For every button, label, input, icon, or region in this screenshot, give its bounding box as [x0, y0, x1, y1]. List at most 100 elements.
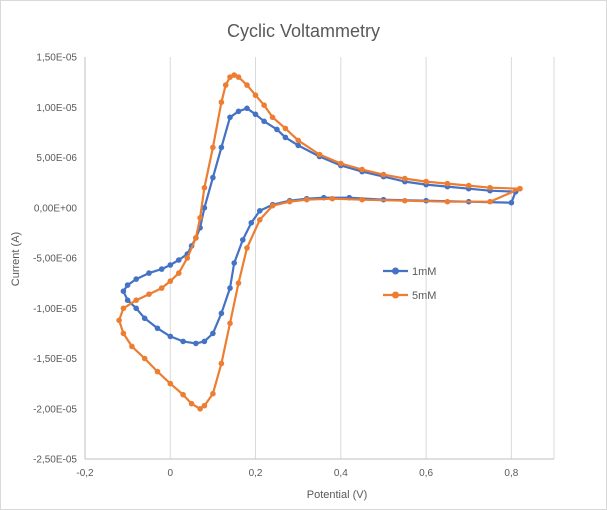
data-point — [210, 174, 216, 181]
legend: 1mM 5mM — [383, 266, 436, 302]
data-point — [257, 217, 263, 223]
data-point — [274, 126, 280, 133]
data-point — [282, 134, 289, 141]
data-point — [146, 270, 152, 276]
y-tick-label: -2,00E-05 — [33, 404, 77, 415]
data-point — [244, 82, 250, 88]
x-tick-label: 0,6 — [419, 468, 433, 479]
y-axis-title: Current (A) — [10, 232, 22, 286]
y-tick-label: 5,00E-06 — [36, 153, 77, 164]
data-point — [252, 111, 259, 118]
data-point — [167, 278, 174, 284]
series-1mM — [120, 105, 519, 347]
data-point — [222, 82, 229, 88]
data-point — [201, 184, 208, 191]
data-point — [380, 171, 387, 178]
data-point — [423, 178, 429, 185]
data-point — [154, 325, 161, 332]
data-point — [227, 285, 233, 291]
data-point — [154, 368, 161, 375]
data-point — [120, 288, 127, 295]
data-point — [201, 205, 208, 211]
data-point — [227, 320, 233, 327]
data-point — [231, 72, 237, 78]
data-point — [303, 196, 310, 203]
data-point — [120, 305, 127, 312]
data-point — [218, 99, 225, 105]
data-point — [201, 338, 208, 345]
data-point — [295, 137, 302, 144]
data-point — [235, 74, 242, 80]
data-point — [235, 280, 242, 286]
data-point — [517, 185, 523, 192]
data-point — [176, 257, 182, 263]
data-point — [141, 355, 148, 362]
data-point — [316, 151, 323, 158]
data-point — [444, 198, 451, 205]
data-point — [129, 343, 135, 350]
data-point — [282, 125, 289, 132]
data-point — [359, 166, 365, 173]
data-point — [338, 160, 344, 167]
data-point — [158, 266, 165, 272]
data-point — [197, 215, 203, 221]
data-point — [201, 402, 208, 409]
data-point — [252, 92, 259, 98]
x-tick-label: 0,8 — [504, 468, 518, 479]
data-point — [218, 144, 225, 151]
data-point — [210, 330, 216, 337]
data-point — [465, 182, 472, 189]
x-tick-label: 0 — [167, 468, 173, 479]
x-tick-label: -0,2 — [76, 468, 94, 479]
data-point — [167, 262, 174, 268]
data-point — [133, 305, 139, 312]
data-point — [176, 270, 182, 276]
x-tick-label: 0,4 — [334, 468, 348, 479]
data-point — [167, 380, 174, 387]
data-point — [487, 198, 493, 205]
data-point — [402, 197, 408, 204]
y-tick-label: 1,00E-05 — [36, 103, 77, 114]
y-tick-label: -1,00E-05 — [33, 304, 77, 315]
data-point — [124, 297, 131, 304]
axes — [84, 57, 554, 460]
y-tick-label: -5,00E-06 — [33, 254, 77, 265]
y-tick-label: -1,50E-05 — [33, 354, 77, 365]
data-point — [158, 285, 165, 291]
gridlines — [84, 57, 555, 459]
data-point — [124, 282, 131, 288]
data-point — [257, 208, 263, 214]
data-point — [188, 400, 195, 407]
data-point — [167, 333, 174, 340]
data-point — [184, 255, 191, 261]
legend-marker — [392, 267, 399, 275]
data-point — [329, 195, 336, 202]
data-point — [248, 220, 255, 226]
data-point — [146, 291, 152, 298]
data-point — [210, 390, 216, 397]
data-point — [402, 175, 408, 182]
data-point — [231, 260, 237, 266]
data-point — [261, 102, 267, 108]
data-point — [444, 180, 451, 187]
data-point — [269, 114, 276, 121]
data-point — [286, 198, 293, 205]
data-point — [116, 317, 122, 324]
data-point — [508, 199, 515, 206]
data-point — [359, 196, 365, 203]
data-point — [227, 74, 233, 80]
series-group — [116, 72, 523, 412]
data-point — [487, 184, 493, 191]
data-point — [244, 245, 250, 251]
data-point — [210, 144, 216, 151]
data-point — [193, 235, 199, 241]
y-tick-label: 1,50E-05 — [36, 53, 77, 64]
data-point — [269, 202, 276, 209]
data-point — [295, 142, 302, 149]
y-tick-label: 0,00E+00 — [34, 203, 78, 214]
legend-label: 1mM — [412, 266, 436, 278]
tick-labels: -0,2 0 0,2 0,4 0,6 0,8 1,50E-05 1,00E-05 5,00E-0… — [33, 53, 519, 480]
series-line — [117, 73, 521, 410]
